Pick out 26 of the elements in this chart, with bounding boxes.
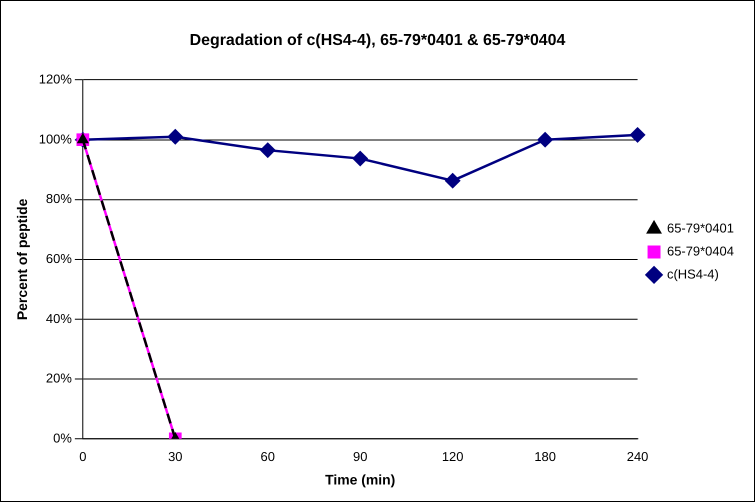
legend-label: c(HS4-4) [667,266,719,282]
point [167,128,184,145]
chart-title: Degradation of c(HS4-4), 65-79*0401 & 65-79*0404 [190,32,566,49]
y-tick-label: 60% [46,250,72,266]
point [630,126,646,143]
y-tick-label: 40% [46,310,72,326]
y-tick-label: 120% [38,71,72,86]
x-tick-label: 30 [168,449,182,464]
y-tick-label: 80% [46,191,72,206]
y-tick-label: 100% [38,131,72,146]
x-tick-label: 120 [442,449,464,464]
y-tick-label: 20% [46,370,72,386]
x-axis-title: Time (min) [325,472,396,488]
x-tick-label: 60 [260,449,275,464]
point [352,150,368,167]
legend-label: 65-79*0404 [667,244,734,259]
x-tick-label: 240 [626,449,648,464]
point [444,172,461,189]
y-axis-title: Percent of peptide [14,198,30,320]
y-tick-label: 0% [53,430,72,446]
point [260,142,276,158]
x-tick-label: 0 [79,449,86,464]
x-tick-label: 90 [353,449,368,464]
point [537,132,554,148]
x-tick-label: 180 [534,449,556,464]
legend-label: 65-79*0401 [667,220,734,236]
